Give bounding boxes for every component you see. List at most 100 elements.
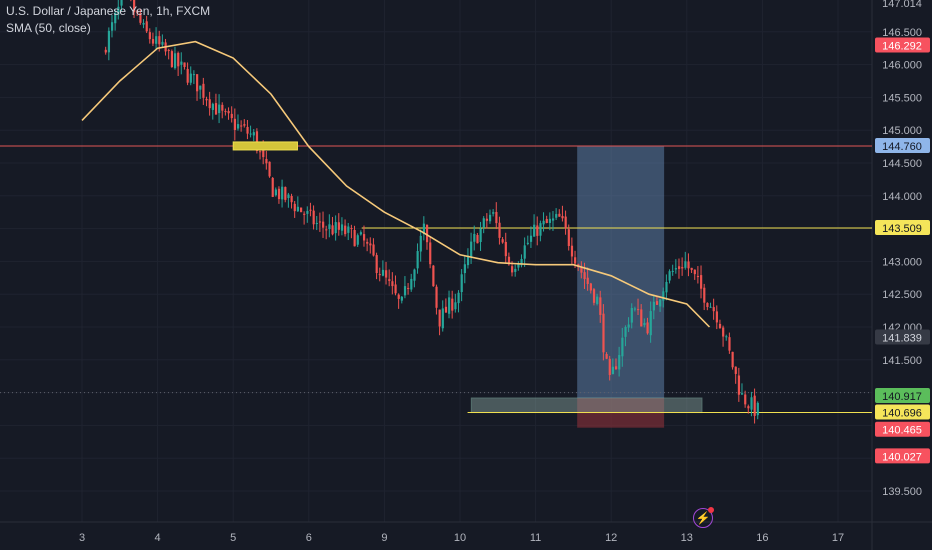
candle-body [703,287,706,303]
candle-body [520,258,523,266]
candle-body [747,406,750,409]
candle-body [466,255,470,266]
candle-body [167,49,170,51]
time-axis[interactable]: 3 4 5 6 9 10 11 12 13 16 17 [79,532,844,544]
candle-body [674,268,678,270]
candle-body [378,274,381,276]
candle-body [186,68,189,83]
candle-body [501,239,504,243]
candle-body [322,221,325,228]
x-tick-label: 11 [530,532,541,544]
candle-body [397,294,400,299]
candle-body [350,228,353,230]
candle-body [668,271,671,281]
candle-body [454,302,457,310]
candle-body [142,22,145,25]
candle-body [529,235,533,242]
candle-body [180,61,183,65]
candle-body [312,210,315,225]
candle-body [233,118,237,130]
candle-body [643,322,646,326]
candle-body [296,206,300,212]
candle-body [753,395,756,416]
candle-body [646,322,649,334]
x-tick-label: 6 [306,532,312,544]
price-label-box [875,329,930,345]
candle-body [662,291,665,301]
candle-body [277,188,281,200]
candle-body [192,74,196,76]
candle-body [514,268,517,272]
candle-body [495,211,498,224]
candle-body [353,230,356,247]
candle-body [618,354,621,370]
x-tick-label: 9 [381,532,387,544]
candle-body [448,297,451,314]
candle-body [158,36,161,45]
candle-body [605,354,608,359]
candle-body [627,324,630,328]
candle-body [589,283,592,291]
candle-body [511,266,514,273]
lightning-bolt-icon[interactable]: ⚡ [693,507,714,528]
price-labels: 147.014 146.292 144.760 143.509 141.839 140.9… [875,0,930,464]
candle-body [722,327,725,337]
x-tick-label: 16 [756,532,768,544]
y-tick-label: 146.000 [882,60,922,72]
price-label: 141.839 [882,333,922,345]
candle-body [640,309,643,327]
candle-body [262,149,265,158]
drawing-zones [470,145,703,428]
candle-body [249,133,252,135]
candle-body [526,242,529,244]
horizontal-lines [0,145,872,414]
candlestick-series [104,0,759,424]
candle-body [498,222,501,238]
sma-line [81,40,711,328]
candle-body [555,214,558,218]
candle-body [429,242,432,265]
candle-body [240,125,243,127]
candle-body [170,51,174,68]
candle-body [564,216,567,229]
candle-body [347,226,350,233]
indicator-title[interactable]: SMA (50, close) [6,21,91,35]
candle-body [463,264,466,274]
candle-body [344,225,347,235]
candle-body [696,276,700,278]
candle-body [318,221,322,223]
candle-body [271,177,274,197]
candle-body [677,266,681,269]
candle-body [391,281,394,287]
candle-body [173,53,177,69]
marker-box [232,141,298,151]
candle-body [476,235,479,244]
candle-body [473,233,476,242]
candle-body [388,279,391,281]
candle-body [583,272,586,280]
candle-body [671,270,674,272]
y-tick-label: 139.500 [882,486,922,498]
candle-body [148,32,151,40]
candle-body [633,308,637,310]
y-tick-label: 146.500 [882,27,922,39]
candle-body [281,186,284,200]
candle-body [517,264,520,268]
price-label-box [875,37,930,53]
candle-body [177,52,180,67]
candle-body [145,21,148,32]
x-tick-label: 4 [155,532,161,544]
candle-body [366,241,369,244]
candle-body [700,275,703,289]
candle-body [331,225,334,235]
candle-body [507,256,511,265]
price-label-box [875,448,930,464]
candle-body [208,99,211,109]
candle-body [340,224,344,231]
candle-body [274,189,277,196]
symbol-title[interactable]: U.S. Dollar / Japanese Yen, 1h, FXCM [6,4,211,18]
candle-body [359,232,363,235]
candle-body [659,299,662,307]
